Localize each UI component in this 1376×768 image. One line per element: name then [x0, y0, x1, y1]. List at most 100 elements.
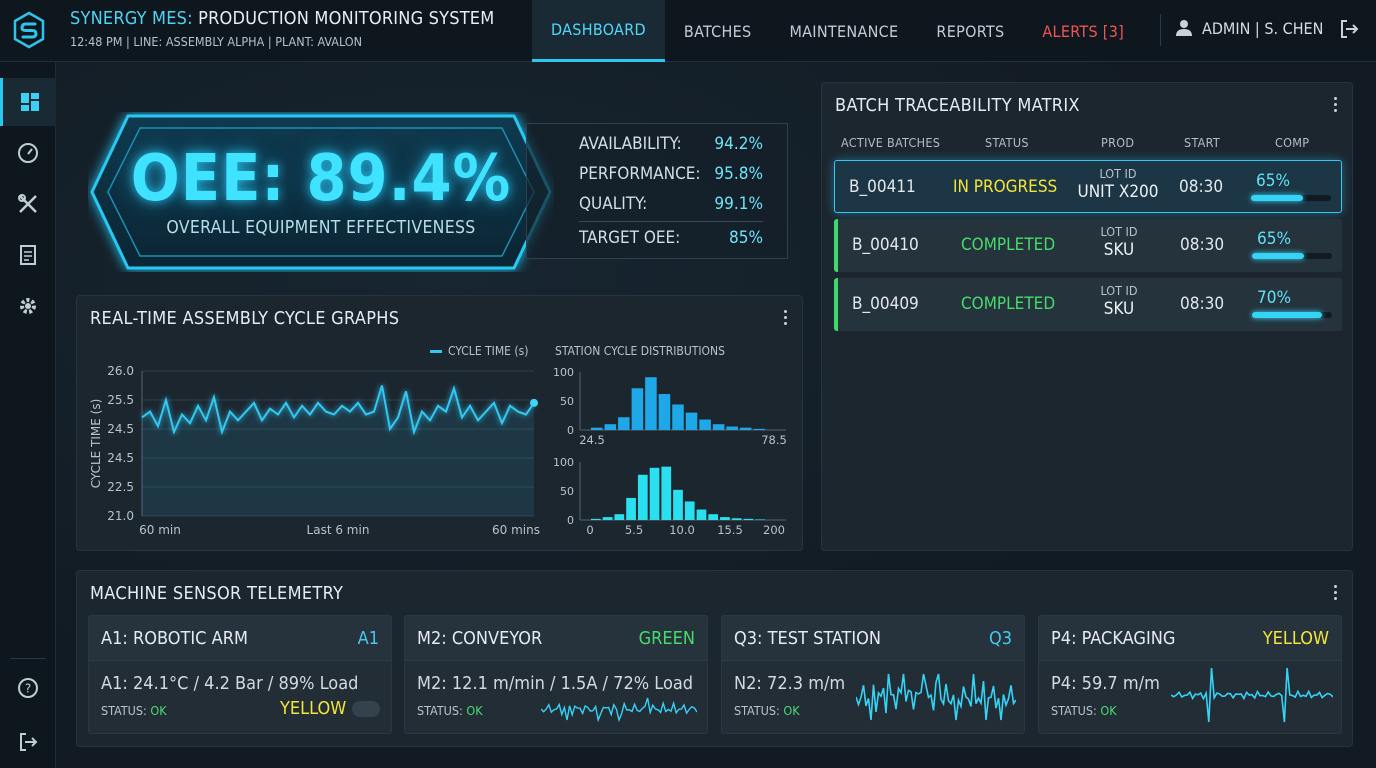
- gear-icon[interactable]: [0, 282, 56, 330]
- y-tick-label: 0: [567, 514, 574, 527]
- y-axis-label: CYCLE TIME (s): [89, 399, 103, 489]
- histogram-bar: [684, 501, 695, 520]
- user-label: ADMIN | S. CHEN: [1202, 18, 1324, 38]
- top-bar: SYNERGY MES: PRODUCTION MONITORING SYSTE…: [0, 0, 1376, 62]
- histogram-bar: [699, 419, 711, 430]
- kpi-performance: PERFORMANCE: 95.8%: [579, 164, 763, 184]
- col-comp[interactable]: COMP: [1275, 135, 1310, 150]
- card-header: [1039, 616, 1341, 661]
- col-status[interactable]: STATUS: [985, 135, 1029, 150]
- telemetry-card-test-station[interactable]: Q3: TEST STATION Q3 N2: 72.3 m/m STATUS:…: [721, 615, 1025, 734]
- card-name: Q3: TEST STATION: [734, 628, 882, 649]
- more-menu-icon[interactable]: [784, 310, 788, 328]
- app-brand: SYNERGY MES:: [70, 8, 193, 29]
- x-tick-label: 5.5: [625, 523, 643, 537]
- logout-icon[interactable]: [1338, 18, 1360, 44]
- telemetry-card-packaging[interactable]: P4: PACKAGING YELLOW P4: 59.7 m/m STATUS…: [1038, 615, 1342, 734]
- series-endpoint: [530, 398, 538, 407]
- batch-id: B_00409: [852, 294, 919, 314]
- histogram-bar: [604, 424, 617, 430]
- app-title-text: PRODUCTION MONITORING SYSTEM: [198, 8, 495, 29]
- histogram-bar: [696, 509, 707, 520]
- tab-reports[interactable]: REPORTS: [936, 21, 1005, 41]
- lot-value: SKU: [1103, 240, 1135, 260]
- synergy-logo-icon[interactable]: [10, 10, 48, 50]
- histogram-bar: [753, 428, 765, 430]
- y-tick-label: 24.5: [107, 451, 134, 465]
- batch-comp: 70%: [1257, 288, 1291, 308]
- tab-dashboard[interactable]: DASHBOARD: [532, 0, 665, 62]
- batch-progress-bar: [1252, 312, 1332, 318]
- gauge-icon[interactable]: [0, 129, 56, 177]
- y-tick-label: 50: [560, 395, 574, 408]
- status-label: STATUS:: [734, 703, 780, 718]
- cycle-legend: CYCLE TIME (s): [430, 344, 528, 358]
- col-prod[interactable]: PROD: [1101, 135, 1135, 150]
- more-menu-icon[interactable]: [1334, 97, 1338, 115]
- batch-row[interactable]: B_00409 COMPLETED LOT ID SKU 08:30 70%: [834, 278, 1342, 331]
- card-reading: M2: 12.1 m/min / 1.5A / 72% Load: [417, 673, 694, 694]
- card-status: STATUS: OK: [734, 703, 800, 718]
- app-subtitle: 12:48 PM | LINE: ASSEMBLY ALPHA | PLANT:…: [70, 34, 363, 49]
- histogram-bar: [743, 518, 754, 520]
- help-icon[interactable]: ?: [0, 664, 56, 712]
- tab-batches[interactable]: BATCHES: [683, 21, 752, 41]
- telemetry-toggle[interactable]: [352, 701, 380, 717]
- telemetry-card-conveyor[interactable]: M2: CONVEYOR GREEN M2: 12.1 m/min / 1.5A…: [404, 615, 708, 734]
- kpi-name: QUALITY:: [579, 194, 648, 214]
- y-tick-label: 100: [553, 366, 574, 379]
- station-histogram-2: 100 50 00 5.5 10.0 15.5 200: [553, 456, 786, 537]
- legend-swatch: [430, 349, 442, 353]
- histogram-bar: [661, 466, 672, 520]
- tools-icon[interactable]: [0, 180, 56, 228]
- tab-alerts[interactable]: ALERTS [3]: [1042, 21, 1125, 41]
- kpi-value: 94.2%: [714, 134, 763, 154]
- telemetry-card-robotic-arm[interactable]: A1: ROBOTIC ARM A1 A1: 24.1°C / 4.2 Bar …: [88, 615, 392, 734]
- x-tick-label: 24.5: [579, 433, 605, 447]
- card-name: A1: ROBOTIC ARM: [101, 628, 248, 649]
- batch-row[interactable]: B_00410 COMPLETED LOT ID SKU 08:30 65%: [834, 219, 1342, 272]
- histogram-bar: [602, 517, 613, 520]
- card-name: P4: PACKAGING: [1051, 628, 1176, 649]
- tab-maintenance[interactable]: MAINTENANCE: [789, 21, 899, 41]
- histogram-bar: [712, 424, 725, 430]
- x-tick-label: 78.5: [761, 433, 787, 447]
- histogram-bar: [631, 388, 644, 430]
- report-icon[interactable]: [0, 231, 56, 279]
- sidebar: ?: [0, 62, 56, 768]
- y-tick-label: 24.5: [107, 422, 134, 436]
- y-tick-label: 0: [567, 424, 574, 437]
- nav-divider: [1160, 14, 1161, 46]
- y-tick-label: 25.5: [107, 393, 134, 407]
- card-status: STATUS: OK: [101, 703, 167, 718]
- status-label: STATUS:: [1051, 703, 1097, 718]
- x-tick-label: 60 mins: [492, 523, 540, 537]
- histogram-bar: [658, 394, 671, 430]
- progress-fill: [1252, 312, 1323, 318]
- more-menu-icon[interactable]: [1334, 585, 1338, 603]
- kpi-divider: [579, 221, 763, 222]
- lot-key: LOT ID: [1099, 166, 1137, 181]
- user-menu[interactable]: ADMIN | S. CHEN: [1174, 18, 1323, 38]
- user-icon: [1176, 20, 1192, 36]
- batch-row[interactable]: B_00411 IN PROGRESS LOT ID UNIT X200 08:3…: [834, 160, 1342, 213]
- batch-progress-bar: [1252, 253, 1332, 259]
- histogram-bar: [739, 427, 752, 430]
- card-header: [722, 616, 1024, 661]
- progress-fill: [1252, 253, 1304, 259]
- col-active-batches[interactable]: ACTIVE BATCHES: [841, 135, 941, 150]
- col-start[interactable]: START: [1184, 135, 1220, 150]
- logout-icon[interactable]: [0, 718, 56, 766]
- x-tick-label: 200: [763, 523, 785, 537]
- station-histogram-1: 100 50 0 24.5 78.5: [553, 366, 787, 447]
- oee-value: OEE: 89.4%: [130, 142, 512, 216]
- histogram-bar: [645, 377, 657, 430]
- histogram-bar: [755, 519, 765, 520]
- dashboard-icon[interactable]: [0, 78, 56, 126]
- main-nav: DASHBOARD BATCHES MAINTENANCE REPORTS AL…: [532, 0, 1143, 62]
- oee-label: OVERALL EQUIPMENT EFFECTIVENESS: [166, 218, 476, 238]
- kpi-value: 99.1%: [714, 194, 763, 214]
- batch-lot: LOT ID SKU: [1064, 224, 1174, 260]
- sidebar-divider: [10, 658, 46, 659]
- card-tag: A1: [357, 628, 379, 649]
